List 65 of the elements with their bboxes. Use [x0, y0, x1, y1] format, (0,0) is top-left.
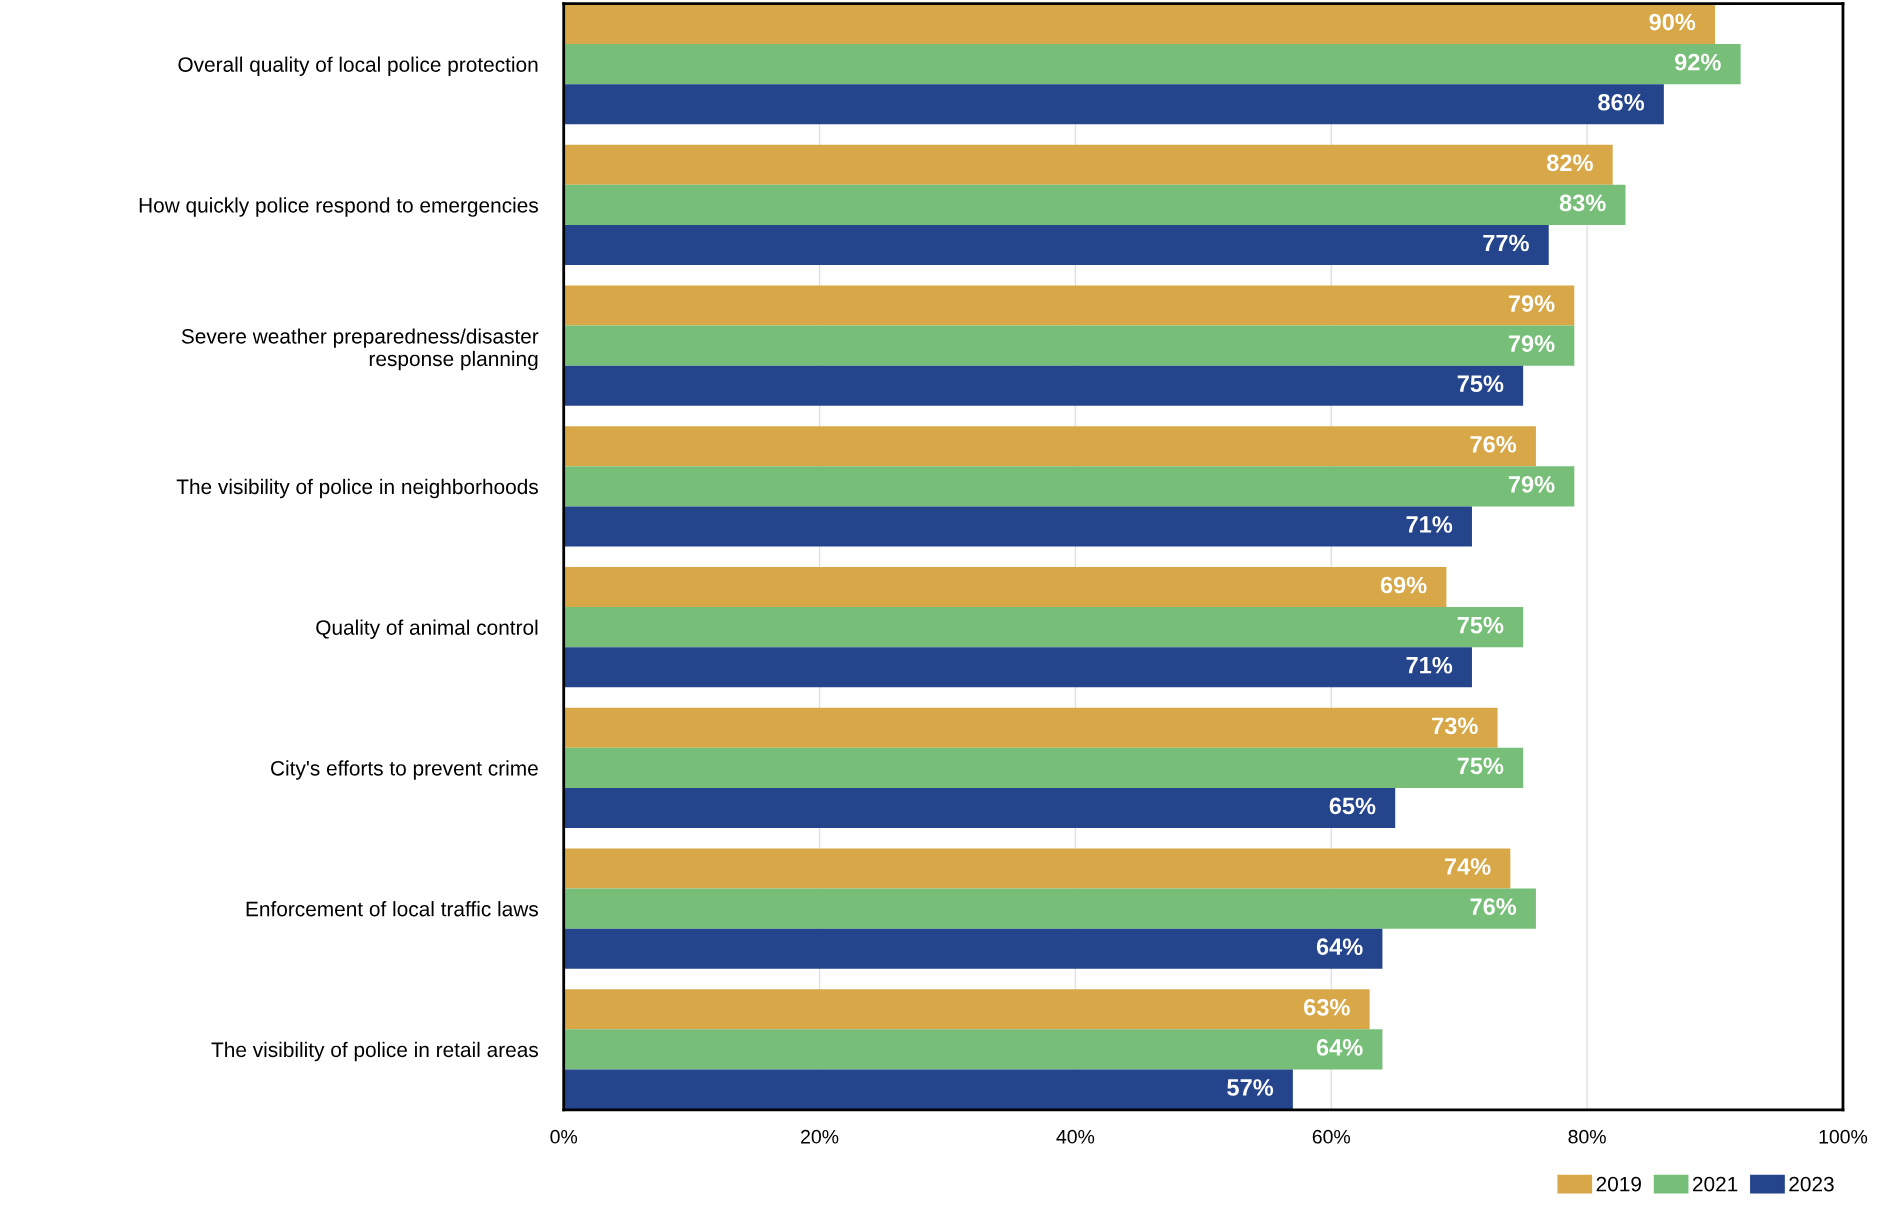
bar — [563, 707, 1498, 748]
data-label: 79% — [1508, 335, 1555, 352]
x-tick-label: 40% — [1056, 1129, 1095, 1144]
data-label: 76% — [1470, 435, 1517, 453]
bar — [563, 184, 1626, 225]
data-label: 64% — [1316, 1038, 1363, 1056]
bar — [563, 3, 1716, 45]
bar — [563, 466, 1575, 507]
data-label: 64% — [1316, 938, 1363, 956]
bar — [563, 566, 1447, 608]
y-tick-label: How quickly police respond to emergencies — [139, 197, 538, 217]
data-label: 75% — [1457, 616, 1504, 634]
bar — [563, 84, 1664, 125]
x-tick-label: 80% — [1568, 1129, 1606, 1144]
data-label: 82% — [1547, 154, 1593, 172]
data-label: 63% — [1304, 998, 1350, 1016]
bar — [563, 989, 1370, 1030]
bar — [563, 787, 1396, 829]
data-label: 75% — [1457, 375, 1504, 393]
bar — [563, 928, 1383, 969]
y-tick-label: The visibility of police in neighborhoods — [176, 478, 538, 499]
bar — [563, 506, 1472, 547]
data-label: 86% — [1598, 93, 1645, 111]
data-label: 83% — [1559, 194, 1606, 212]
bar — [563, 365, 1524, 406]
y-tick-label: Quality of animal control — [316, 619, 538, 640]
legend-label: 2023 — [1789, 1176, 1834, 1192]
y-tick-label: Enforcement of local traffic laws — [246, 901, 538, 917]
data-label: 92% — [1674, 53, 1721, 71]
data-label: 71% — [1406, 656, 1453, 674]
data-label: 79% — [1508, 295, 1555, 312]
bar — [563, 224, 1549, 266]
x-tick-label: 0% — [550, 1129, 578, 1144]
bar — [563, 285, 1575, 326]
data-label: 79% — [1508, 476, 1555, 493]
y-tick-label: City's efforts to prevent crime — [271, 760, 538, 780]
data-label: 57% — [1227, 1079, 1274, 1096]
x-tick-label: 20% — [801, 1129, 839, 1144]
x-tick-label: 60% — [1312, 1129, 1351, 1144]
bar — [563, 747, 1524, 788]
data-label: 76% — [1470, 898, 1517, 915]
bar — [563, 325, 1575, 366]
bar — [563, 647, 1472, 688]
bar — [563, 44, 1741, 85]
data-label: 71% — [1406, 516, 1453, 533]
legend-label: 2019 — [1596, 1176, 1641, 1192]
bar — [563, 1069, 1293, 1110]
x-tick-label: 100% — [1819, 1129, 1868, 1144]
data-label: 75% — [1457, 757, 1504, 775]
bar — [563, 426, 1536, 467]
y-tick-label: Overall quality of local police protection — [178, 56, 538, 77]
data-label: 65% — [1329, 797, 1376, 815]
bar — [563, 848, 1511, 889]
data-label: 69% — [1380, 576, 1427, 594]
bar — [563, 144, 1613, 185]
y-tick-label: The visibility of police in retail areas — [211, 1041, 538, 1062]
data-label: 77% — [1483, 234, 1529, 252]
y-tick-label: Severe weather preparedness/disaster response planning — [181, 328, 539, 371]
legend-label: 2021 — [1692, 1176, 1738, 1192]
bar — [563, 607, 1524, 648]
data-label: 73% — [1432, 717, 1478, 735]
data-label: 90% — [1649, 13, 1696, 31]
bar — [563, 1029, 1383, 1070]
bar — [563, 888, 1536, 929]
data-label: 74% — [1444, 858, 1491, 875]
